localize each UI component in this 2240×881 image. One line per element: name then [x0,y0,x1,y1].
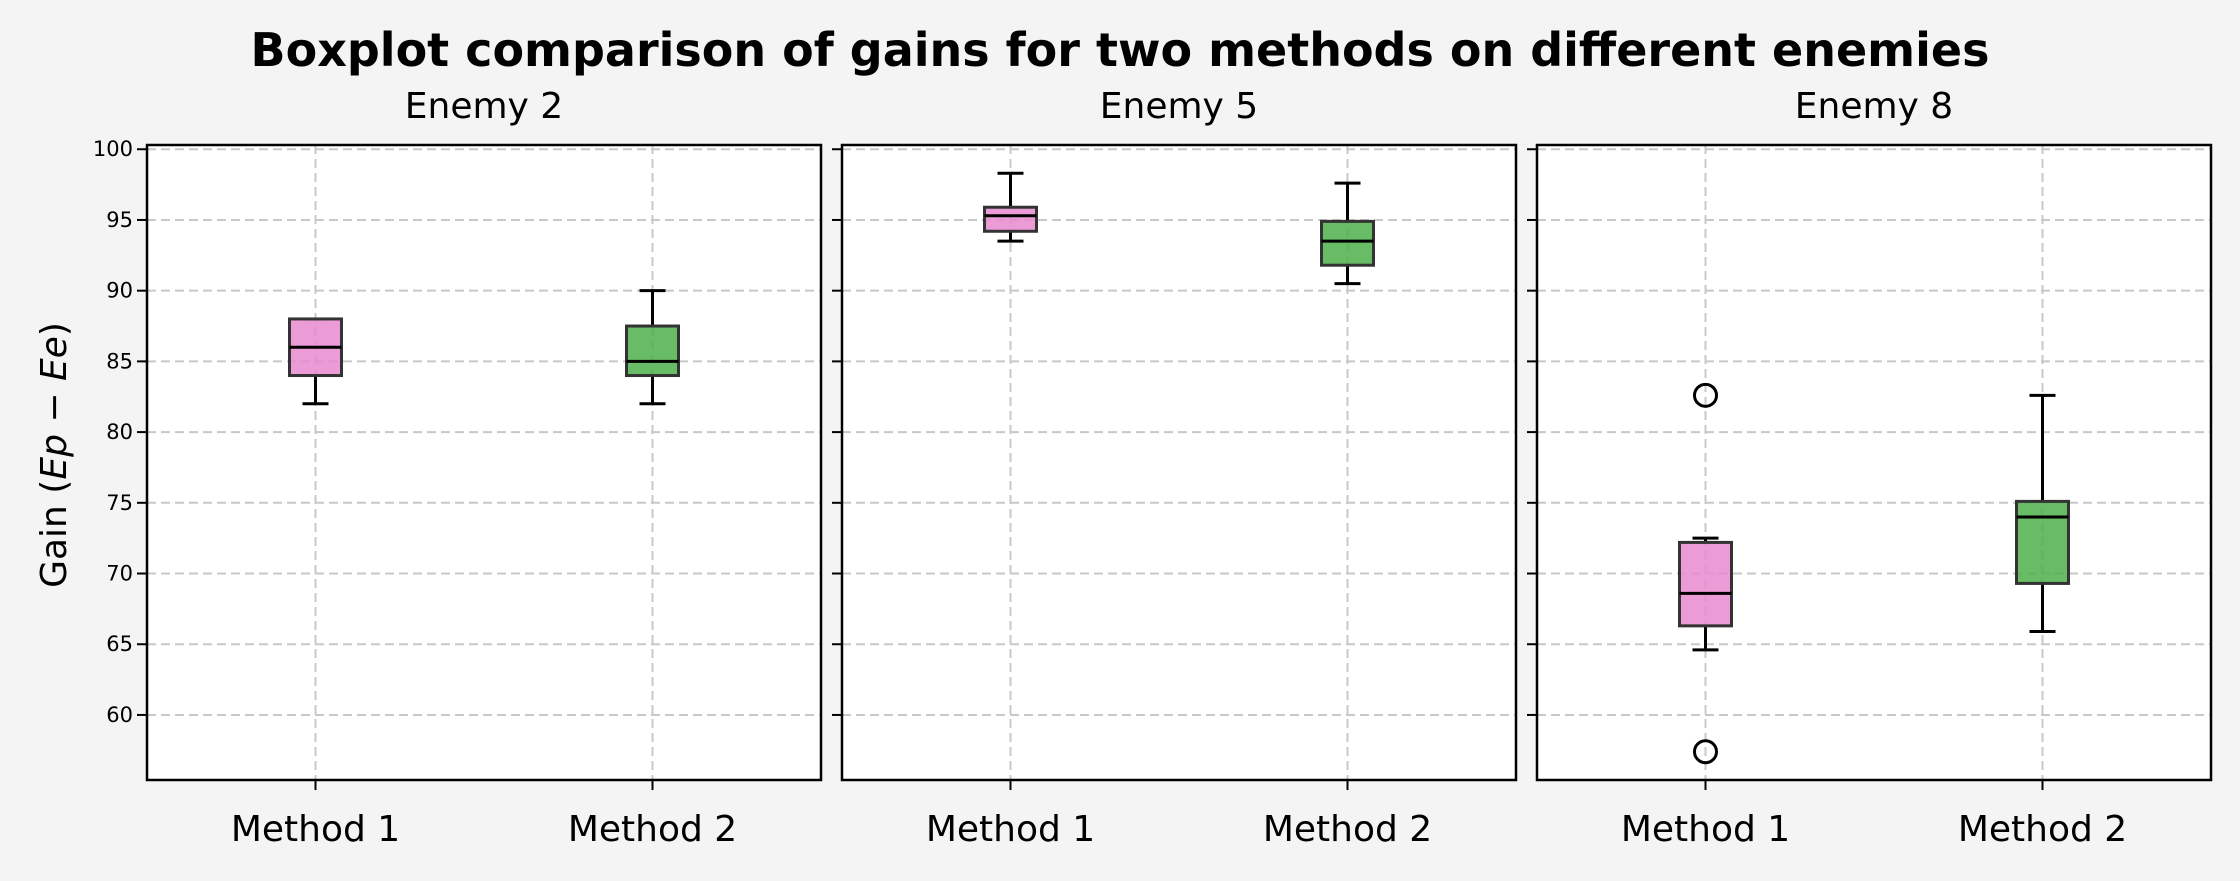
x-tick-label: Method 2 [1263,809,1432,850]
y-tick-label: 100 [93,137,133,161]
box-iqr [2015,499,2070,585]
panel-title: Enemy 2 [405,86,563,127]
box-iqr [983,205,1038,233]
plot-frame [145,143,823,782]
box-method-1 [983,171,1038,243]
panel-1: 60 65 70 75 80 85 90 95 100 Method 1 Method 2 Enemy… [93,86,823,850]
panel-title: Enemy 5 [1100,86,1258,127]
y-tick-label: 85 [106,349,133,373]
y-tick-label: 80 [106,420,133,444]
plot-frame [840,143,1518,782]
y-tick-label: 65 [106,632,133,656]
box-iqr [1678,540,1733,628]
outlier-point [1693,382,1718,408]
box-method-2 [2015,393,2070,634]
y-tick-label: 95 [106,208,133,232]
y-tick-label: 90 [106,279,133,303]
y-tick-label: 70 [106,562,133,586]
y-axis-label: Gain (Ep − Ee) [34,322,75,588]
y-axis-label-close: ) [34,322,75,336]
x-tick-label: Method 1 [1621,809,1790,850]
outlier-point [1693,739,1718,765]
x-tick-label: Method 1 [231,809,400,850]
y-tick-label: 75 [106,491,133,515]
y-axis-label-math: Ep − Ee [34,336,75,480]
y-tick-label: 60 [106,703,133,727]
plot-area [842,145,1516,780]
plot-area [147,145,821,780]
chart-title: Boxplot comparison of gains for two meth… [251,23,1990,77]
y-axis-label-text: Gain ( [34,480,75,588]
box-method-1 [288,317,343,406]
x-tick-label: Method 2 [568,809,737,850]
panels: 60 65 70 75 80 85 90 95 100 Method 1 Method 2 Enemy… [93,86,2213,850]
box-method-2 [625,289,680,406]
panel-2: Method 1 Method 2 Enemy 5 [832,86,1518,850]
panel-3: Method 1 Method 2 Enemy 8 [1527,86,2213,850]
plot-area [1537,145,2211,780]
box-method-1 [1678,382,1733,765]
x-tick-label: Method 2 [1958,809,2127,850]
panel-title: Enemy 8 [1795,86,1953,127]
box-iqr [625,324,680,378]
plot-frame [1535,143,2213,782]
box-iqr [1320,219,1375,267]
x-tick-label: Method 1 [926,809,1095,850]
box-method-2 [1320,181,1375,286]
